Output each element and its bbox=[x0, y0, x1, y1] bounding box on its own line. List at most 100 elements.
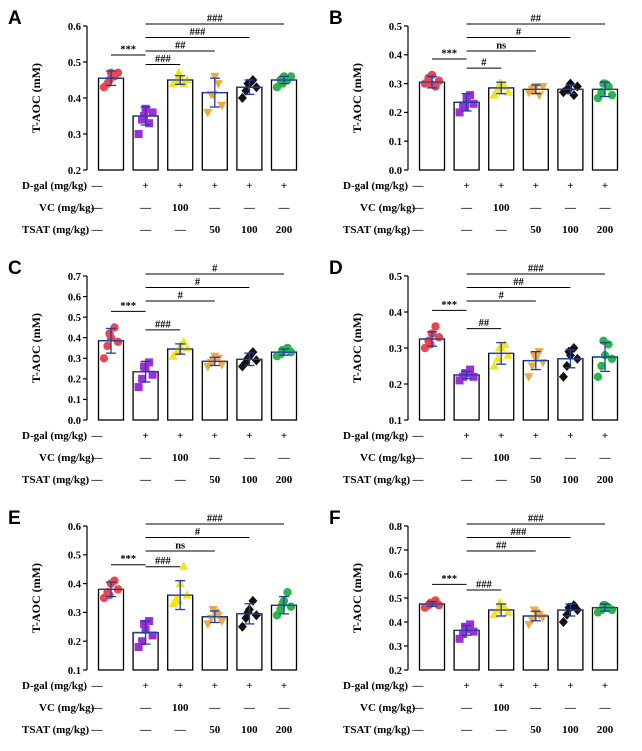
data-point bbox=[500, 602, 510, 612]
data-point bbox=[134, 383, 143, 392]
data-point bbox=[434, 333, 444, 342]
significance-label: ### bbox=[528, 264, 545, 275]
treatment-cell: 50 bbox=[209, 724, 221, 736]
significance-label: # bbox=[195, 277, 201, 288]
treatment-cell: — bbox=[139, 702, 152, 714]
data-point bbox=[558, 371, 568, 382]
data-point bbox=[237, 621, 247, 632]
treatment-cell: — bbox=[139, 724, 152, 736]
y-tick-label: 0.0 bbox=[68, 416, 81, 427]
treatment-cell: — bbox=[91, 224, 104, 236]
data-point bbox=[469, 627, 478, 636]
y-tick-label: 0.6 bbox=[68, 522, 81, 533]
treatment-cell: — bbox=[278, 202, 291, 214]
data-point bbox=[210, 72, 220, 82]
treatment-cell: + bbox=[246, 680, 252, 692]
data-point bbox=[493, 84, 503, 93]
treatment-row-label: VC (mg/kg) bbox=[39, 702, 95, 714]
data-point bbox=[503, 607, 513, 616]
data-point bbox=[110, 576, 119, 585]
treatment-cell: + bbox=[533, 680, 539, 692]
treatment-cell: — bbox=[412, 724, 425, 736]
data-point bbox=[134, 130, 143, 138]
data-point bbox=[138, 374, 147, 383]
panel-A: AT-AOC (mM)0.20.30.40.50.6***###########… bbox=[8, 8, 298, 236]
treatment-cell: — bbox=[412, 202, 425, 214]
treatment-cell: + bbox=[212, 680, 218, 692]
data-point bbox=[503, 350, 513, 359]
treatment-cell: 200 bbox=[597, 724, 614, 736]
error-bar bbox=[98, 327, 124, 354]
data-point bbox=[286, 602, 296, 611]
data-point bbox=[145, 358, 154, 367]
bar bbox=[557, 358, 584, 421]
treatment-cell: + bbox=[281, 430, 287, 442]
y-tick-label: 0.5 bbox=[68, 551, 81, 562]
data-point bbox=[243, 353, 253, 364]
treatment-cell: — bbox=[412, 680, 425, 692]
data-point bbox=[431, 322, 440, 331]
data-point bbox=[455, 634, 464, 643]
data-point bbox=[148, 631, 157, 640]
bar bbox=[270, 79, 298, 171]
bar bbox=[167, 348, 194, 421]
y-axis-label: T-AOC (mM) bbox=[29, 63, 43, 133]
treatment-row-label: TSAT (mg/kg) bbox=[22, 474, 89, 486]
significance-label: # bbox=[212, 264, 218, 275]
treatment-cell: 200 bbox=[276, 474, 293, 486]
y-tick-label: 0.5 bbox=[68, 313, 81, 324]
bar bbox=[418, 603, 446, 671]
treatment-cell: + bbox=[567, 430, 573, 442]
treatment-cell: — bbox=[495, 724, 508, 736]
data-point bbox=[174, 595, 184, 605]
treatment-cell: — bbox=[460, 452, 473, 464]
significance-label: ### bbox=[528, 514, 545, 525]
panel-F: FT-AOC (mM)0.20.30.40.50.60.70.8***#####… bbox=[329, 508, 619, 736]
treatment-cell: + bbox=[246, 430, 252, 442]
y-tick-label: 0.0 bbox=[389, 166, 402, 177]
significance-label: *** bbox=[120, 301, 136, 312]
significance-label: *** bbox=[441, 48, 457, 59]
treatment-cell: — bbox=[91, 680, 104, 692]
data-point bbox=[237, 93, 247, 103]
treatment-cell: + bbox=[142, 680, 148, 692]
treatment-cell: — bbox=[564, 202, 577, 214]
y-tick-label: 0.3 bbox=[68, 354, 81, 365]
data-point bbox=[248, 347, 258, 358]
data-point bbox=[103, 341, 112, 351]
data-point bbox=[426, 79, 435, 88]
significance-label: *** bbox=[441, 300, 457, 311]
y-tick-label: 0.3 bbox=[68, 608, 81, 619]
data-point bbox=[461, 622, 470, 631]
treatment-cell: + bbox=[463, 430, 469, 442]
error-bar bbox=[592, 81, 618, 98]
treatment-cell: + bbox=[212, 430, 218, 442]
error-bar bbox=[98, 581, 124, 598]
significance-label: ### bbox=[476, 580, 493, 591]
data-point bbox=[213, 611, 223, 621]
significance-label: ### bbox=[207, 14, 224, 25]
treatment-cell: — bbox=[412, 180, 425, 192]
treatment-cell: + bbox=[498, 680, 504, 692]
data-point bbox=[607, 354, 617, 363]
significance-label: *** bbox=[120, 554, 136, 565]
treatment-cell: 50 bbox=[209, 474, 221, 486]
significance-label: ## bbox=[531, 14, 542, 25]
data-point bbox=[534, 348, 544, 357]
treatment-cell: + bbox=[463, 180, 469, 192]
error-bar bbox=[167, 75, 193, 85]
bar bbox=[201, 360, 228, 421]
error-bar bbox=[271, 595, 297, 615]
y-tick-label: 0.4 bbox=[389, 51, 403, 62]
treatment-cell: 100 bbox=[241, 224, 258, 236]
treatment-row-label: D-gal (mg/kg) bbox=[22, 430, 87, 442]
treatment-cell: — bbox=[460, 202, 473, 214]
data-point bbox=[593, 372, 603, 381]
treatment-cell: + bbox=[567, 680, 573, 692]
y-tick-label: 0.5 bbox=[389, 594, 402, 605]
y-tick-label: 0.4 bbox=[389, 308, 403, 319]
data-point bbox=[607, 90, 617, 100]
y-tick-label: 0.7 bbox=[389, 546, 402, 557]
error-bar bbox=[557, 603, 583, 617]
